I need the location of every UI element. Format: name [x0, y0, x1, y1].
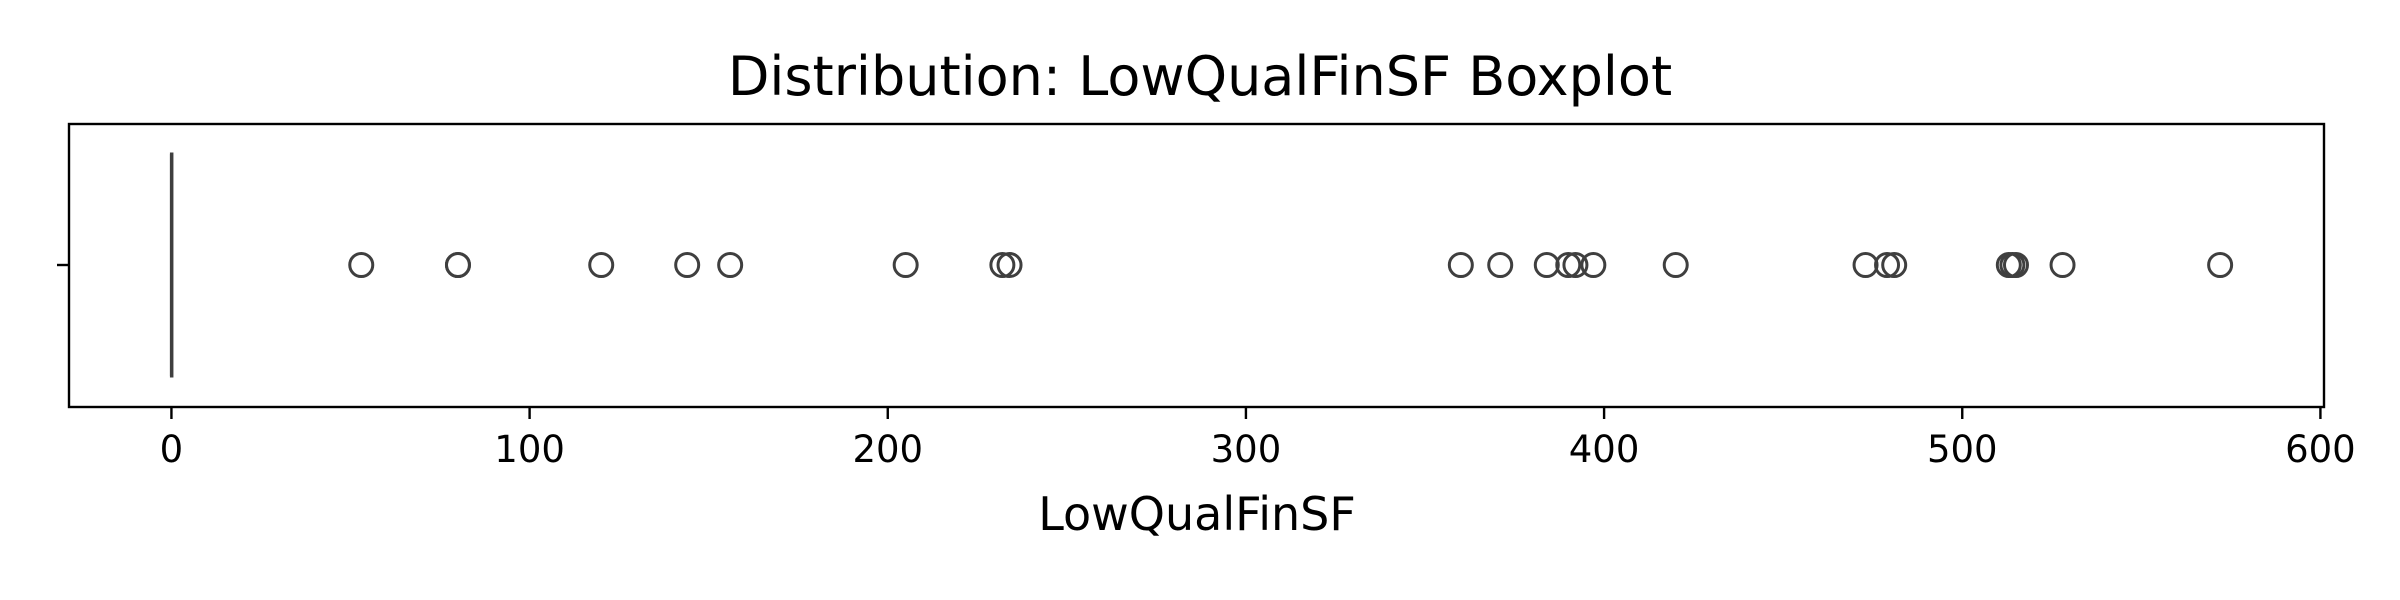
outlier-point — [1852, 252, 1879, 278]
outlier-point — [444, 252, 471, 278]
x-tick-label: 300 — [1211, 428, 1282, 471]
plot-area-frame — [67, 122, 2326, 409]
outlier-point — [1874, 252, 1901, 278]
outlier-point — [1881, 252, 1908, 278]
box-element — [169, 152, 174, 378]
x-tick-label: 400 — [1569, 428, 1640, 471]
outlier-point — [1562, 252, 1589, 278]
x-tick-label: 100 — [494, 428, 565, 471]
outlier-point — [989, 252, 1016, 278]
outlier-point — [588, 252, 615, 278]
outlier-point — [2049, 252, 2076, 278]
outlier-point — [674, 252, 701, 278]
outlier-point — [717, 252, 744, 278]
outlier-point — [1487, 252, 1514, 278]
x-tick-label: 200 — [852, 428, 923, 471]
outlier-point — [1447, 252, 1474, 278]
x-tick-label: 0 — [160, 428, 184, 471]
chart-title: Distribution: LowQualFinSF Boxplot — [728, 45, 1672, 108]
outlier-point — [348, 252, 375, 278]
outlier-point — [1555, 252, 1582, 278]
x-axis-label: LowQualFinSF — [1038, 487, 1356, 541]
outlier-point — [996, 252, 1023, 278]
outlier-point — [892, 252, 919, 278]
x-axis-ticks: 0 100 200 300 400 500 600 — [160, 407, 2356, 471]
outlier-points — [348, 252, 2234, 278]
outlier-point — [2002, 252, 2029, 278]
outlier-point — [2207, 252, 2234, 278]
outlier-point — [1580, 252, 1607, 278]
x-tick-label: 600 — [2285, 428, 2356, 471]
outlier-point — [1533, 252, 1560, 278]
outlier-point — [1662, 252, 1689, 278]
x-tick-label: 500 — [1927, 428, 1998, 471]
